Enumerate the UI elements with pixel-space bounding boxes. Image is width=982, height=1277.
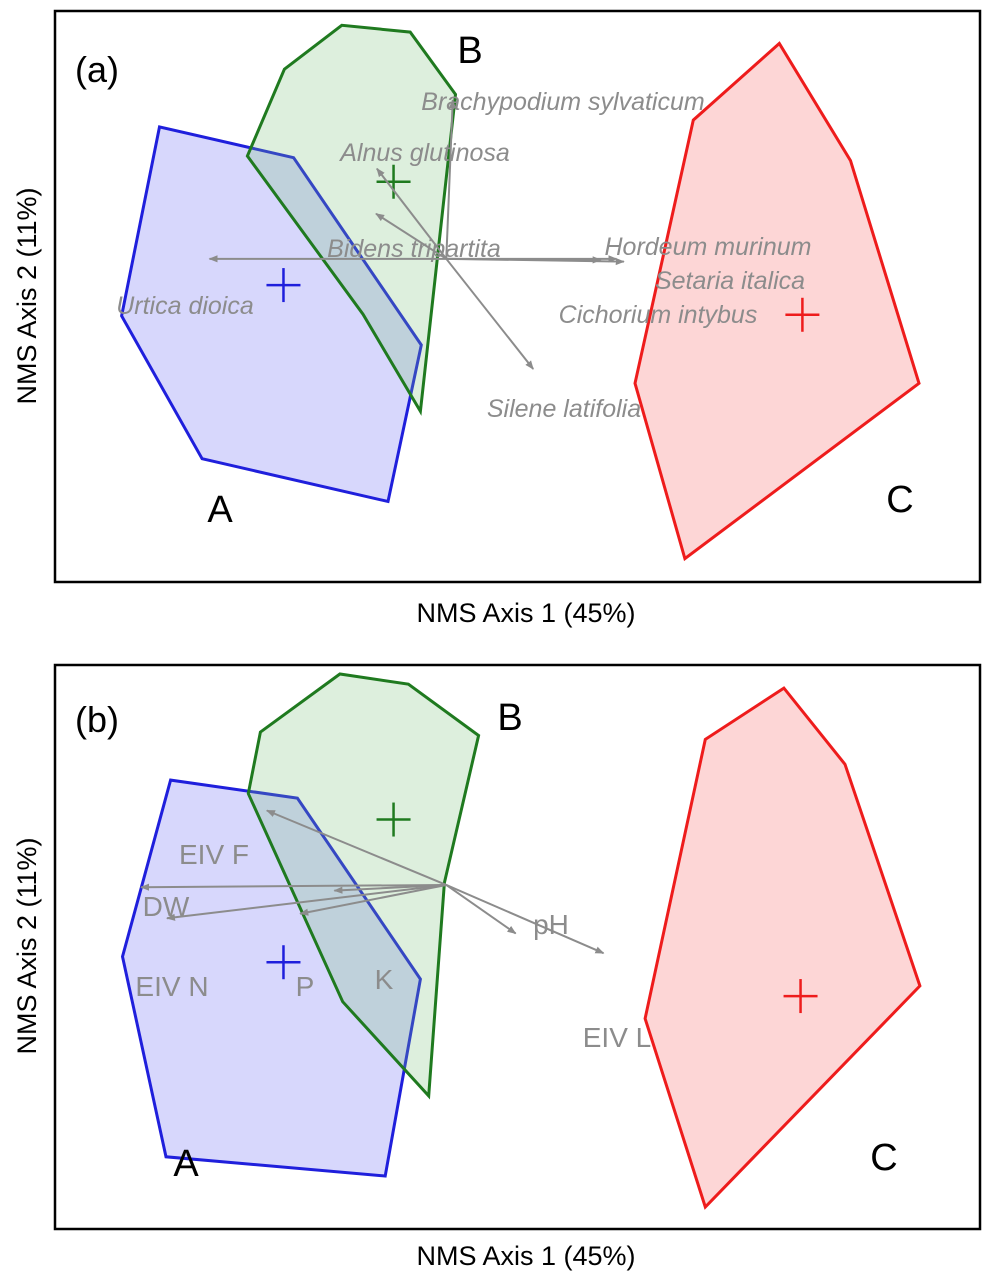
vector-label: Setaria italica [655, 267, 805, 295]
group-a-label: A [207, 489, 233, 531]
plot-area-b: EIV F DW EIV N P KpH EIV L A B C [120, 672, 922, 1210]
vector-arrow [445, 884, 517, 935]
y-axis-label-b: NMS Axis 2 (11%) [12, 837, 42, 1054]
vector-label: Hordeum murinum [604, 233, 811, 261]
vector-label: EIV N [135, 971, 208, 1002]
vector-arrow [375, 212, 447, 260]
vector-arrow [299, 883, 447, 916]
panel-label-a: (a) [75, 49, 119, 90]
vector-label: Brachypodium sylvaticum [421, 88, 704, 116]
plot-frame-b [53, 663, 982, 1231]
panel-a-svg: Brachypodium sylvaticum Alnus glutinosa Bi… [12, 9, 982, 628]
group-b-hull [245, 23, 458, 416]
group-a-label: A [173, 1143, 199, 1185]
group-b-centroid [376, 164, 411, 199]
vector-arrow [445, 258, 535, 370]
group-c-label: C [870, 1137, 897, 1179]
vector-arrow [140, 883, 447, 891]
vector-label: EIV L [583, 1022, 651, 1053]
plot-frame-a [53, 9, 982, 584]
vector-label: Cichorium intybus [559, 301, 758, 329]
group-c-hull [643, 686, 922, 1210]
group-c-label: C [886, 479, 913, 521]
vector-label: K [375, 964, 394, 995]
x-axis-label-a: NMS Axis 1 (45%) [416, 598, 635, 628]
vector-label: Alnus glutinosa [338, 139, 510, 167]
group-a-hull [120, 778, 422, 1178]
vector-arrow [166, 883, 447, 921]
group-c-centroid [785, 297, 820, 332]
group-b-label: B [457, 30, 482, 72]
group-c-hull [633, 41, 921, 562]
vector-label: pH [533, 909, 569, 940]
panel-b-svg: EIV F DW EIV N P KpH EIV L A B C (b) NMS Axis 1 … [12, 663, 982, 1271]
vector-label: Silene latifolia [487, 395, 641, 423]
vector-label: Urtica dioica [116, 292, 254, 320]
panel-a: Brachypodium sylvaticum Alnus glutinosa Bi… [12, 9, 982, 628]
group-a-centroid [266, 945, 301, 980]
vector-label: Bidens tripartita [327, 235, 501, 263]
vector-arrow [265, 809, 447, 886]
vector-label: DW [143, 891, 190, 922]
y-axis-label-a: NMS Axis 2 (11%) [12, 187, 42, 404]
group-b-label: B [497, 697, 522, 739]
vector-arrow [376, 167, 448, 260]
vector-arrow [446, 257, 625, 266]
vector-label: EIV F [179, 839, 249, 870]
group-c-centroid [783, 979, 818, 1014]
vector-arrow [445, 99, 457, 259]
vector-label: P [296, 971, 315, 1002]
panel-label-b: (b) [75, 699, 119, 740]
vector-arrow [333, 883, 447, 894]
group-b-centroid [376, 802, 411, 837]
group-a-hull [120, 125, 423, 504]
vector-arrow [445, 884, 605, 955]
plot-area-a: Brachypodium sylvaticum Alnus glutinosa Bi… [116, 23, 921, 562]
x-axis-label-b: NMS Axis 1 (45%) [416, 1241, 635, 1271]
group-a-centroid [266, 268, 301, 303]
